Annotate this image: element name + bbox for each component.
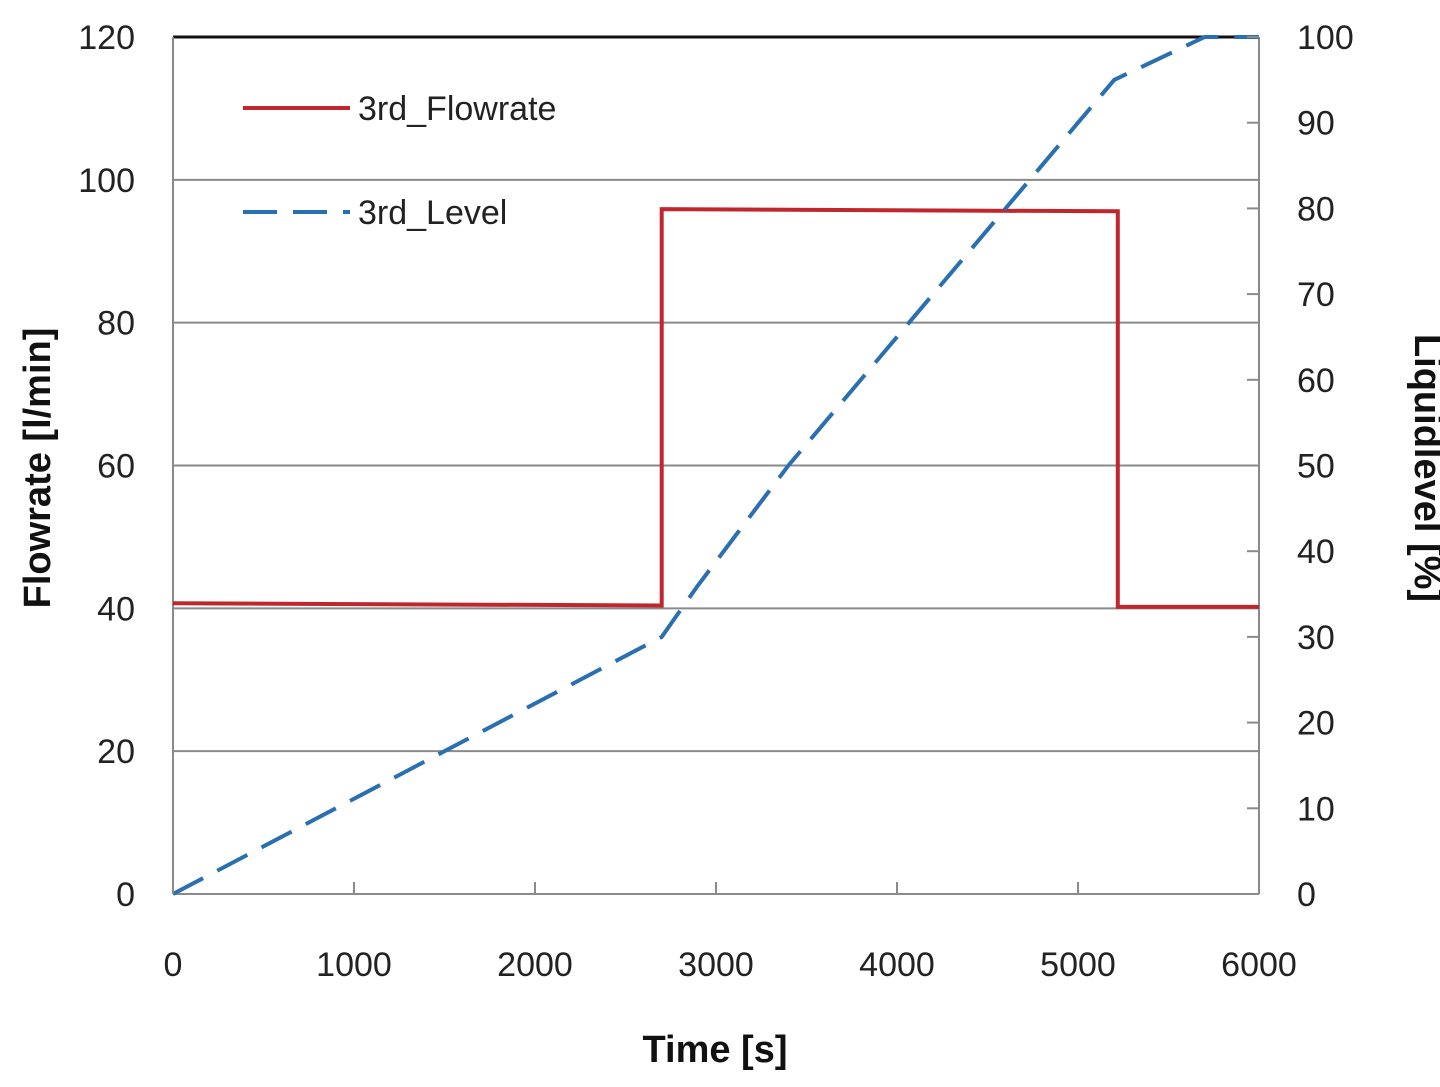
left-axis-title: Flowrate [l/min] (17, 328, 59, 609)
series-lines (172, 35, 1259, 896)
right-tick-label-20: 20 (1297, 705, 1335, 743)
legend-label-flowrate: 3rd_Flowrate (358, 90, 556, 128)
right-tick-label-100: 100 (1297, 19, 1354, 57)
right-tick-label-40: 40 (1297, 533, 1335, 571)
right-tick-label-60: 60 (1297, 362, 1335, 400)
x-axis-title: Time [s] (642, 1029, 787, 1071)
left-tick-label-120: 120 (78, 19, 135, 57)
legend: 3rd_Flowrate 3rd_Level (243, 90, 556, 232)
gridlines (173, 35, 1259, 753)
x-tick-label-1000: 1000 (316, 946, 392, 984)
left-tick-label-100: 100 (78, 162, 135, 200)
right-tick-label-50: 50 (1297, 448, 1335, 486)
right-tick-label-10: 10 (1297, 790, 1335, 828)
left-tick-label-40: 40 (97, 590, 135, 628)
x-tick-label-5000: 5000 (1040, 946, 1116, 984)
left-axis-ticks: 0 20 40 60 80 100 120 (78, 19, 135, 914)
x-tick-label-6000: 6000 (1221, 946, 1297, 984)
x-tick-label-0: 0 (164, 946, 183, 984)
right-tick-label-0: 0 (1297, 876, 1316, 914)
right-axis-title: Liquidlevel [%] (1406, 334, 1440, 602)
legend-label-level: 3rd_Level (358, 194, 507, 232)
right-axis-ticks: 0 10 20 30 40 50 60 70 80 90 100 (1247, 19, 1354, 914)
left-tick-label-20: 20 (97, 733, 135, 771)
right-tick-label-80: 80 (1297, 190, 1335, 228)
series-line-3rd-flowrate (172, 207, 1259, 609)
x-tick-label-2000: 2000 (497, 946, 573, 984)
left-tick-label-60: 60 (97, 448, 135, 486)
x-tick-label-4000: 4000 (859, 946, 935, 984)
left-tick-label-0: 0 (116, 876, 135, 914)
x-tick-label-3000: 3000 (678, 946, 754, 984)
right-tick-label-70: 70 (1297, 276, 1335, 314)
series-line-3rd-level (172, 35, 1259, 896)
right-tick-label-30: 30 (1297, 619, 1335, 657)
left-tick-label-80: 80 (97, 305, 135, 343)
right-tick-label-90: 90 (1297, 105, 1335, 143)
x-axis-ticks: 0 1000 2000 3000 4000 5000 6000 (164, 882, 1297, 984)
